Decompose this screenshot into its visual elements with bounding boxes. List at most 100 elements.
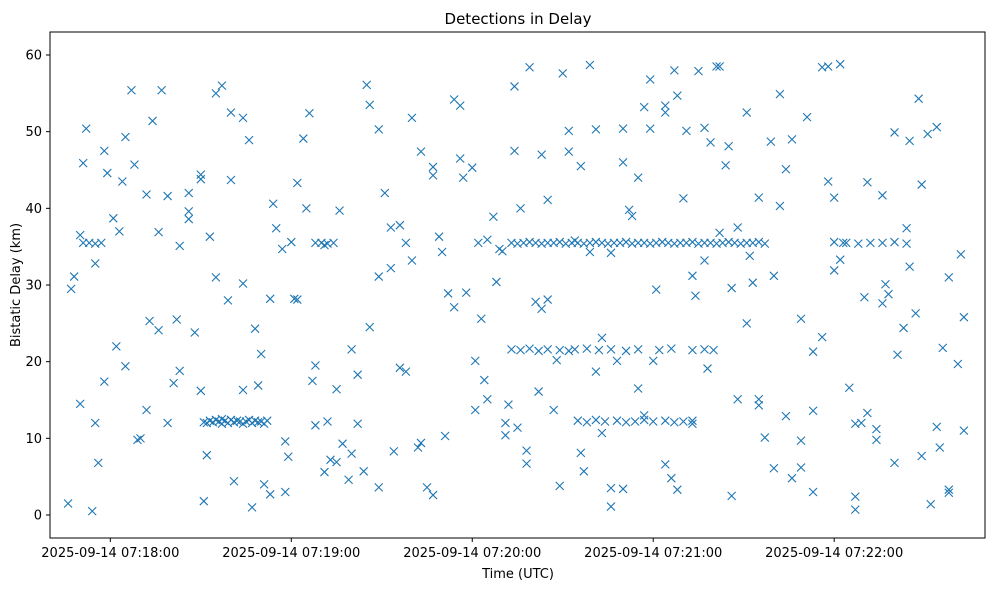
data-point xyxy=(286,237,296,247)
data-point xyxy=(504,400,513,409)
data-point xyxy=(555,237,565,247)
data-point xyxy=(787,473,797,483)
data-point xyxy=(308,376,317,386)
data-point xyxy=(407,256,417,265)
data-point xyxy=(621,417,631,427)
data-point xyxy=(760,433,770,442)
data-point xyxy=(651,285,661,294)
y-tick-label: 40 xyxy=(25,202,42,217)
data-point xyxy=(600,417,610,426)
data-point xyxy=(576,448,586,458)
data-point xyxy=(727,283,737,293)
data-point xyxy=(835,255,845,265)
data-point xyxy=(576,161,586,171)
data-point xyxy=(627,211,637,221)
data-point xyxy=(422,483,432,492)
data-point xyxy=(688,416,697,426)
data-point xyxy=(347,345,357,354)
data-point xyxy=(630,417,640,426)
y-tick-label: 0 xyxy=(34,509,42,524)
data-point xyxy=(395,363,405,373)
y-axis-label: Bistatic Delay (km) xyxy=(9,223,24,347)
data-point xyxy=(301,203,311,213)
data-point xyxy=(455,154,465,163)
data-point xyxy=(428,170,438,180)
data-point xyxy=(93,458,103,468)
x-axis: 2025-09-14 07:18:00 2025-09-14 07:19:00 20… xyxy=(41,538,903,561)
data-point xyxy=(862,177,872,187)
data-point xyxy=(205,232,215,242)
data-point xyxy=(552,355,562,365)
data-point xyxy=(501,418,510,428)
data-point xyxy=(872,435,881,445)
data-point xyxy=(733,223,743,232)
data-point xyxy=(926,499,936,509)
data-point xyxy=(332,384,341,394)
data-point xyxy=(416,147,426,156)
data-point xyxy=(953,359,963,369)
data-point xyxy=(175,366,185,376)
y-tick-label: 20 xyxy=(25,355,42,370)
data-point xyxy=(458,173,468,183)
data-point xyxy=(259,479,269,489)
data-point xyxy=(808,406,818,416)
data-point xyxy=(682,126,691,136)
data-point xyxy=(510,82,519,91)
data-point xyxy=(817,332,827,342)
data-point xyxy=(817,62,827,72)
data-point xyxy=(253,381,263,390)
data-point xyxy=(374,124,384,134)
data-point xyxy=(688,345,697,355)
data-point xyxy=(344,475,353,485)
data-point xyxy=(633,345,643,354)
data-point xyxy=(196,386,206,396)
data-point xyxy=(534,387,544,396)
data-point xyxy=(142,405,151,415)
data-point xyxy=(184,188,194,198)
data-point xyxy=(715,228,724,238)
data-point xyxy=(347,449,357,459)
data-point xyxy=(268,199,278,209)
data-point xyxy=(624,205,634,215)
data-point xyxy=(389,446,399,456)
data-point xyxy=(428,162,438,172)
data-point xyxy=(211,415,221,425)
data-point xyxy=(558,69,568,78)
data-point xyxy=(148,116,157,126)
data-point xyxy=(102,168,112,178)
data-point xyxy=(769,463,779,473)
data-point xyxy=(700,123,709,133)
data-point xyxy=(525,62,534,72)
data-point xyxy=(688,237,697,247)
data-point xyxy=(850,419,860,429)
data-point xyxy=(280,437,290,446)
data-point xyxy=(606,248,616,258)
data-point xyxy=(380,188,390,198)
data-point xyxy=(917,451,927,461)
data-point xyxy=(618,157,628,167)
data-point xyxy=(265,489,275,499)
data-point xyxy=(283,452,293,462)
data-point xyxy=(672,91,682,101)
x-tick-label: 2025-09-14 07:22:00 xyxy=(765,546,903,561)
data-point xyxy=(597,428,607,438)
data-point xyxy=(694,66,703,76)
data-point xyxy=(217,81,227,91)
data-point xyxy=(323,417,332,426)
data-point xyxy=(534,346,544,356)
data-point xyxy=(754,237,764,247)
data-point xyxy=(81,124,91,133)
data-point xyxy=(145,316,154,326)
data-point xyxy=(365,100,375,110)
data-point xyxy=(522,446,531,455)
data-point xyxy=(498,246,507,256)
data-point xyxy=(142,190,151,199)
data-point xyxy=(633,173,643,183)
data-point xyxy=(413,443,423,452)
data-point xyxy=(564,346,574,356)
data-point xyxy=(90,418,100,428)
data-point xyxy=(461,288,471,298)
data-point xyxy=(157,85,166,95)
y-tick-label: 30 xyxy=(25,279,42,294)
data-point xyxy=(241,417,251,426)
